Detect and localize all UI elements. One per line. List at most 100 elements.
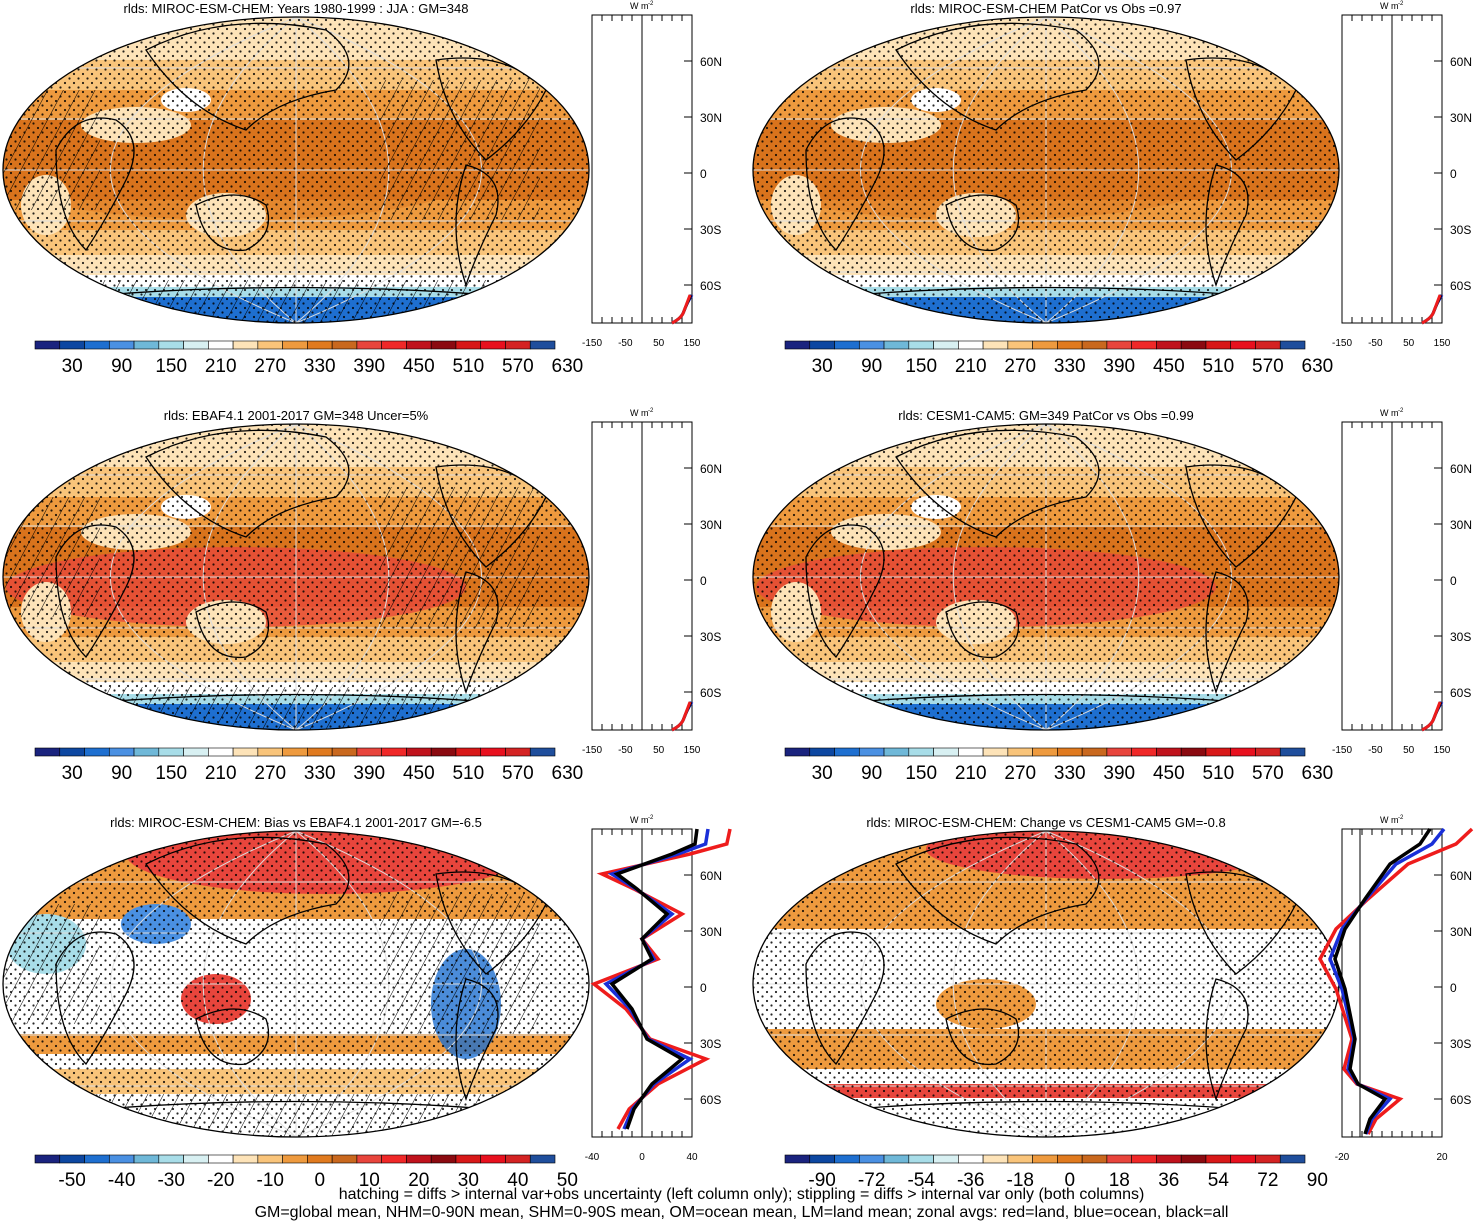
colorbar-label: 570 [1252, 356, 1284, 377]
colorbar-box [883, 1154, 910, 1164]
colorbar-box [933, 340, 959, 350]
colorbar-label: 390 [353, 356, 385, 377]
zonal-curve [609, 828, 699, 1130]
colorbar-box [356, 1154, 382, 1164]
colorbar-label: -20 [207, 1170, 234, 1191]
colorbar-box [1180, 1154, 1207, 1164]
colorbar-box [133, 340, 160, 350]
colorbar-box [958, 747, 984, 757]
colorbar-label: 390 [353, 763, 385, 784]
colorbar-label: 510 [452, 763, 484, 784]
zonal-lat-label: 30S [1450, 223, 1471, 237]
zonal-lat-label: 60S [700, 1093, 721, 1107]
panel-title: rlds: CESM1-CAM5: GM=349 PatCor vs Obs =… [898, 408, 1194, 423]
zonal-curve [671, 701, 692, 732]
colorbar-box [505, 747, 531, 757]
panel-p4: rlds: CESM1-CAM5: GM=349 PatCor vs Obs =… [752, 408, 1472, 784]
zonal-x-label: -50 [1368, 745, 1383, 756]
colorbar-box [529, 340, 556, 350]
colorbar-box [834, 340, 860, 350]
colorbar-label: 630 [552, 356, 584, 377]
colorbar-box [307, 340, 333, 350]
colorbar-box [933, 747, 959, 757]
colorbar-label: 150 [905, 356, 937, 377]
colorbar-box [282, 1154, 308, 1164]
zonal-lat-label: 30S [1450, 630, 1471, 644]
colorbar-box [1205, 1154, 1232, 1164]
colorbar-box [307, 1154, 333, 1164]
colorbar-box [1205, 747, 1232, 757]
colorbar-box [232, 747, 259, 757]
colorbar-box [307, 747, 333, 757]
zonal-x-label: -150 [1332, 745, 1352, 756]
footnote-hatching: hatching = diffs > internal var+obs unce… [338, 1186, 1145, 1203]
colorbar-box [257, 1154, 283, 1164]
colorbar-box [908, 340, 934, 350]
colorbar-box [108, 340, 135, 350]
colorbar-box [1180, 340, 1207, 350]
colorbar-label: 30 [62, 356, 83, 377]
colorbar-box [455, 1154, 482, 1164]
zonal-lat-label: 60N [700, 869, 722, 883]
zonal-x-label: 20 [1436, 1152, 1448, 1163]
zonal-x-label: 150 [1434, 745, 1451, 756]
colorbar-label: 90 [111, 356, 132, 377]
map-field [3, 424, 589, 730]
colorbar-box [183, 340, 209, 350]
map-border [752, 16, 1340, 324]
colorbar-box [1180, 747, 1207, 757]
colorbar-label: 50 [557, 1170, 578, 1191]
colorbar-label: -40 [108, 1170, 135, 1191]
colorbar-box [183, 747, 209, 757]
colorbar-box [1230, 340, 1256, 350]
zonal-lat-label: 0 [1450, 574, 1457, 588]
colorbar-box [1230, 747, 1256, 757]
colorbar-label: -90 [808, 1170, 835, 1191]
colorbar-label: -50 [58, 1170, 85, 1191]
colorbar-label: 20 [408, 1170, 429, 1191]
colorbar-label: 390 [1103, 356, 1135, 377]
zonal-lat-label: 60S [700, 279, 721, 293]
colorbar-label: 150 [155, 763, 187, 784]
colorbar-box [1032, 1154, 1058, 1164]
colorbar-box [982, 747, 1009, 757]
colorbar-box [1057, 1154, 1083, 1164]
zonal-lat-label: 60N [700, 55, 722, 69]
zonal-curve [1318, 827, 1474, 1135]
colorbar-label: 570 [502, 356, 534, 377]
zonal-x-label: 40 [686, 1152, 698, 1163]
zonal-x-label: -150 [582, 745, 602, 756]
panel-p5: rlds: MIROC-ESM-CHEM: Bias vs EBAF4.1 20… [2, 815, 732, 1191]
colorbar-box [59, 1154, 85, 1164]
zonal-lat-label: 60S [1450, 1093, 1471, 1107]
zonal-curve [1328, 827, 1446, 1135]
colorbar-box [108, 1154, 135, 1164]
colorbar-box [858, 340, 885, 350]
map-field [753, 424, 1339, 730]
colorbar-box [158, 340, 184, 350]
map-field [3, 831, 589, 1137]
colorbar-box [1205, 340, 1232, 350]
zonal-x-label: -40 [585, 1152, 600, 1163]
colorbar-box [784, 340, 811, 350]
colorbar-box [858, 747, 885, 757]
colorbar-box [809, 340, 835, 350]
colorbar-box [59, 747, 85, 757]
zonal-units: W m [630, 815, 649, 825]
zonal-lat-label: 0 [1450, 167, 1457, 181]
zonal-curve [1421, 701, 1442, 732]
zonal-x-label: 0 [639, 1152, 645, 1163]
colorbar-box [208, 747, 234, 757]
colorbar-label: 270 [1004, 356, 1036, 377]
zonal-units-sup: -2 [648, 815, 654, 821]
colorbar-box [208, 1154, 234, 1164]
colorbar-box [1007, 340, 1033, 350]
colorbar-label: 10 [359, 1170, 380, 1191]
zonal-x-label: 50 [653, 338, 665, 349]
colorbar-label: 210 [205, 356, 237, 377]
zonal-lat-label: 30N [700, 925, 722, 939]
colorbar-box [1081, 747, 1108, 757]
colorbar-box [331, 1154, 358, 1164]
zonal-curve [1333, 828, 1432, 1135]
